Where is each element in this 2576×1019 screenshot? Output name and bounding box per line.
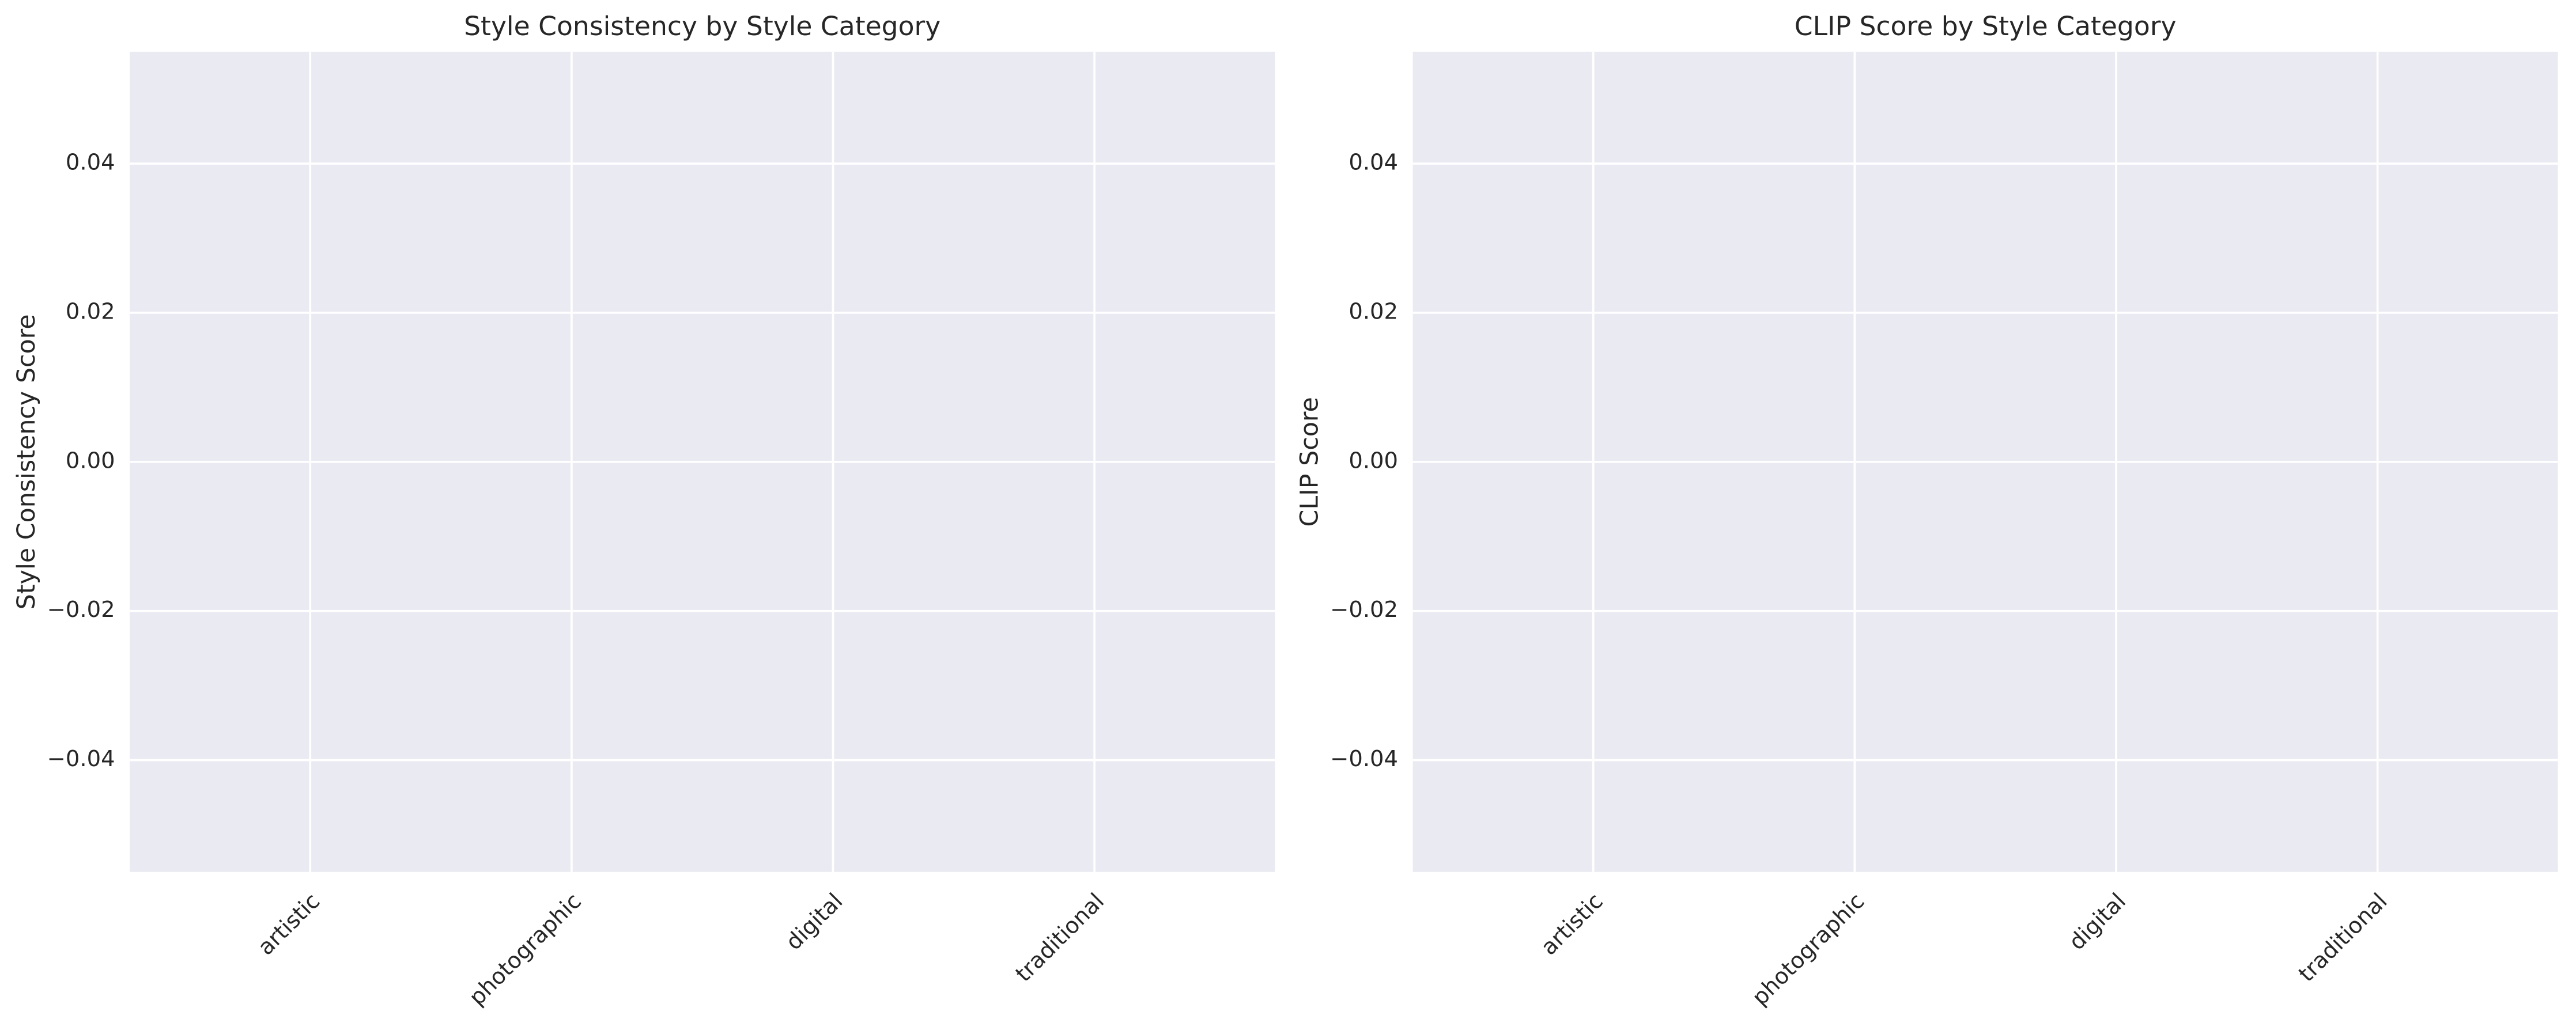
y-tick-label: 0.00: [1349, 448, 1398, 473]
y-tick-label: −0.04: [1330, 746, 1398, 772]
x-tick-label: traditional: [2294, 888, 2392, 987]
x-tick-label: photographic: [1747, 888, 1869, 1010]
chart-title: CLIP Score by Style Category: [1795, 11, 2177, 41]
y-tick-label: 0.04: [66, 150, 115, 176]
y-tick-label: −0.04: [47, 746, 115, 772]
x-tick-label: traditional: [1011, 888, 1109, 987]
y-axis-label: Style Consistency Score: [12, 314, 41, 609]
y-tick-label: −0.02: [1330, 597, 1398, 623]
chart-title: Style Consistency by Style Category: [464, 11, 940, 41]
y-tick-label: 0.00: [66, 448, 115, 473]
y-tick-label: 0.02: [1349, 298, 1398, 324]
y-tick-label: 0.04: [1349, 150, 1398, 176]
y-tick-label: −0.02: [47, 597, 115, 623]
x-tick-label: photographic: [464, 888, 586, 1010]
x-tick-label: artistic: [253, 888, 325, 960]
y-tick-label: 0.02: [66, 298, 115, 324]
y-axis-label: CLIP Score: [1295, 397, 1324, 526]
x-tick-label: digital: [2064, 888, 2131, 955]
x-tick-label: digital: [781, 888, 848, 955]
x-tick-label: artistic: [1536, 888, 1608, 960]
